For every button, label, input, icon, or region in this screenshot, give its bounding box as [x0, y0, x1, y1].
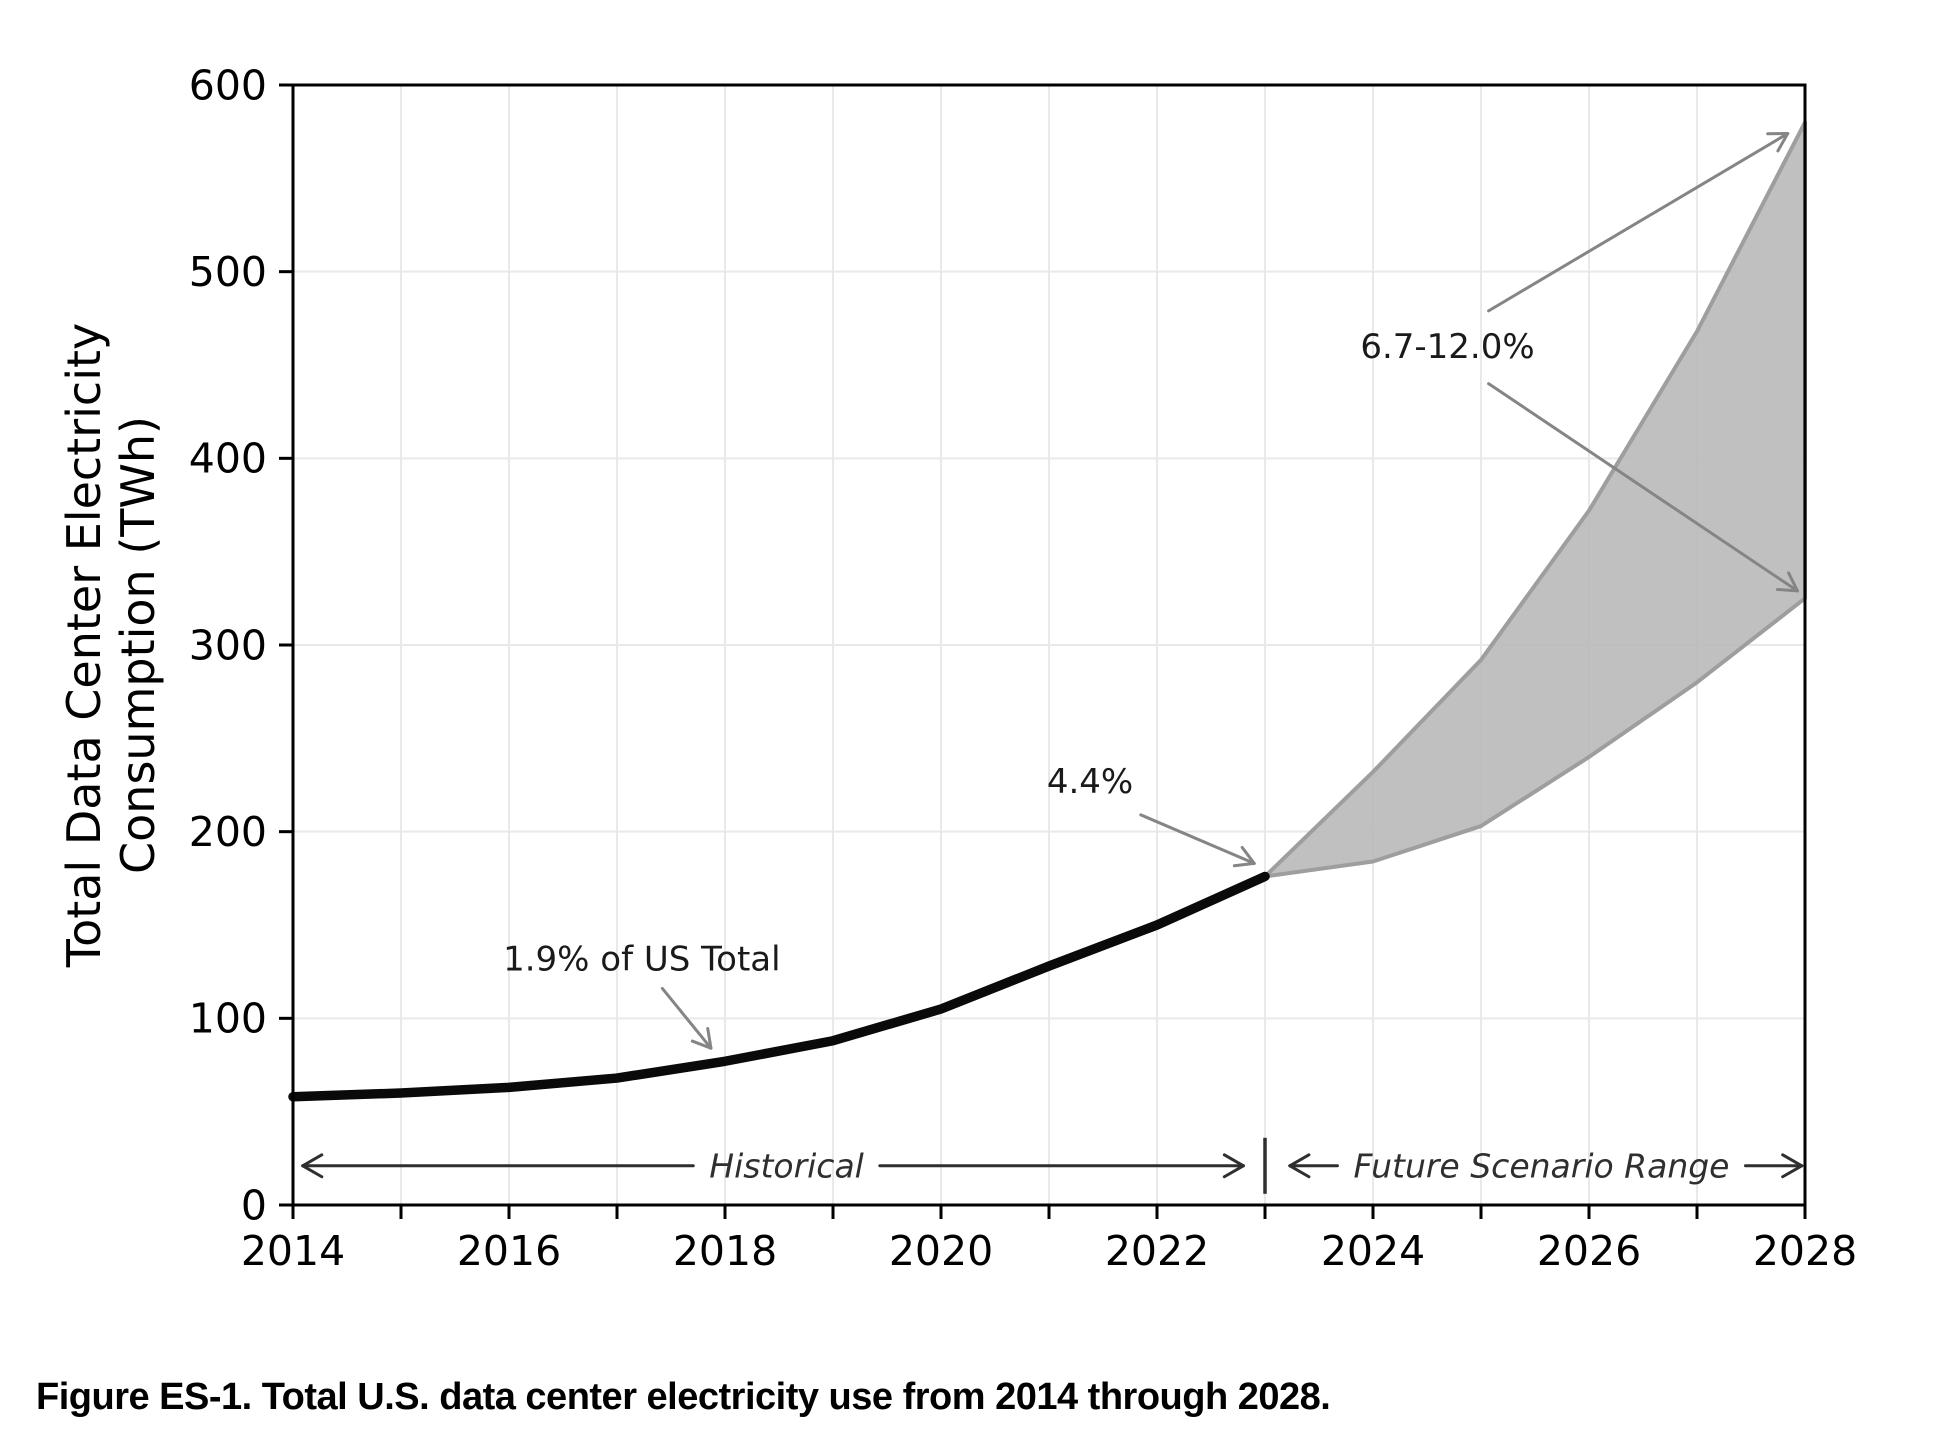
y-tick-label: 400 — [189, 435, 267, 483]
historical-line — [288, 871, 1270, 1102]
range-historical-arrow-left-head — [301, 1164, 324, 1179]
y-tick-label: 500 — [189, 248, 267, 296]
annotation-arrow — [660, 986, 713, 1050]
range-historical-arrow-right-head — [1222, 1153, 1245, 1168]
annotation-arrow-head — [1776, 132, 1790, 153]
future-scenario-band — [1263, 120, 1807, 879]
chart-canvas: 1.9% of US Total 4.4% 6.7-12.0% Historical… — [57, 61, 1857, 1275]
annotation-text: 6.7-12.0% — [1360, 327, 1534, 367]
x-tick-label: 2026 — [1537, 1227, 1641, 1275]
annotation-arrow-head — [706, 1026, 713, 1050]
x-tick-label: 2022 — [1105, 1227, 1209, 1275]
annotation-arrow — [1139, 813, 1256, 865]
range-future-arrow-left-head — [1288, 1164, 1311, 1179]
range-future-arrow-right-head — [1781, 1164, 1804, 1179]
y-axis-title-line2: Consumption (TWh) — [111, 416, 165, 874]
annotation-arrow-head — [1787, 571, 1799, 593]
annotation-arrow-head — [1775, 587, 1799, 593]
y-tick-label: 600 — [189, 61, 267, 109]
y-axis-title-line1: Total Data Center Electricity — [57, 323, 111, 968]
range-future-arrow-left-head — [1288, 1153, 1311, 1168]
line-layer — [288, 871, 1270, 1102]
y-tick-label: 0 — [241, 1181, 267, 1229]
y-tick-label: 300 — [189, 621, 267, 669]
range-historical-arrow-right-head — [1222, 1164, 1245, 1179]
axes-layer: 2014 2016 2018 2020 2022 2024 2026 2028 0 100 200 3… — [189, 61, 1857, 1275]
annotation-arrow-head — [1232, 861, 1256, 868]
figure-caption: Figure ES-1. Total U.S. data center elec… — [36, 1376, 1331, 1418]
annotation-arrow-head — [1240, 845, 1256, 865]
range-future-arrow-right-head — [1781, 1153, 1804, 1168]
y-tick-label: 200 — [189, 808, 267, 856]
x-tick-label: 2018 — [673, 1227, 777, 1275]
annotation-arrow — [1487, 382, 1799, 593]
annotation-arrow — [1487, 132, 1790, 313]
x-tick-label: 2014 — [241, 1227, 345, 1275]
annotation-arrow-head — [690, 1039, 713, 1050]
range-future-label: Future Scenario Range — [1353, 1146, 1729, 1185]
band-layer — [1263, 120, 1807, 879]
annotation-text: 4.4% — [1047, 762, 1133, 802]
annotation-layer: 1.9% of US Total 4.4% 6.7-12.0% — [503, 132, 1799, 1050]
x-tick-label: 2020 — [889, 1227, 993, 1275]
x-tick-label: 2016 — [457, 1227, 561, 1275]
annotation-text: 1.9% of US Total — [503, 940, 780, 980]
x-tick-label: 2028 — [1753, 1227, 1857, 1275]
y-axis-title: Total Data Center Electricity Consumptio… — [57, 323, 165, 968]
range-historical-label: Historical — [709, 1146, 864, 1185]
range-historical-arrow-left-head — [301, 1153, 324, 1168]
range-marker-layer: Historical Future Scenario Range — [301, 1137, 1804, 1194]
y-tick-label: 100 — [189, 995, 267, 1043]
x-tick-label: 2024 — [1321, 1227, 1425, 1275]
